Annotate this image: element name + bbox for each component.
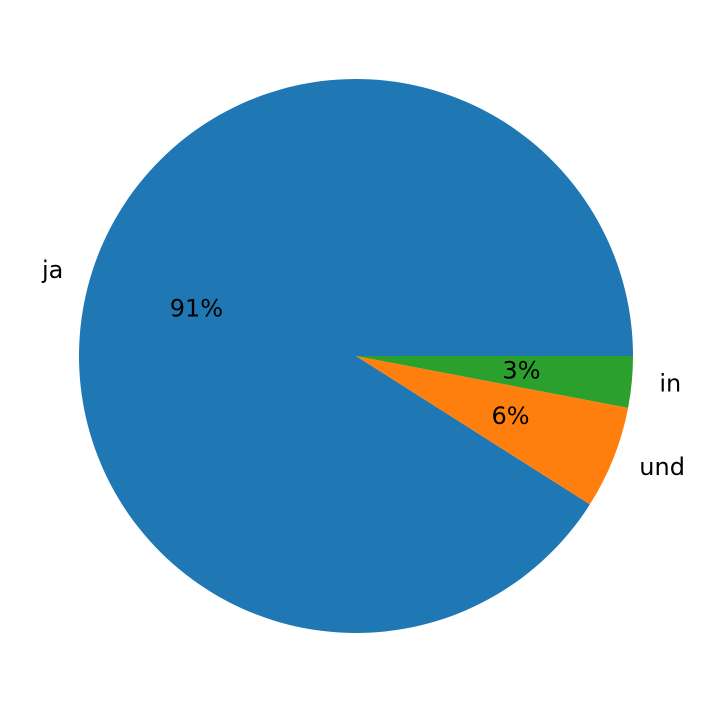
pie-slice — [356, 356, 633, 408]
slice-label: und — [639, 453, 685, 481]
slice-label: ja — [41, 256, 63, 284]
pie-slice — [356, 356, 629, 505]
percent-label: 3% — [502, 357, 540, 385]
percent-label: 6% — [491, 402, 529, 430]
percent-label: 91% — [170, 295, 223, 323]
slice-label: in — [659, 370, 681, 398]
pie-slice — [79, 79, 633, 634]
